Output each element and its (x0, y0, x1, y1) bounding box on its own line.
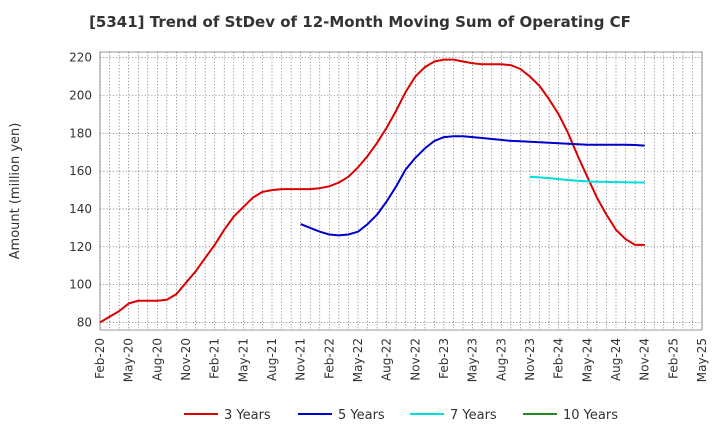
y-tick-label: 80 (77, 315, 92, 329)
x-tick-label: Aug-20 (150, 338, 164, 381)
y-axis-ticks: 80 100 120 140 160 180 200 220 (69, 51, 92, 330)
legend-label: 7 Years (450, 408, 497, 423)
x-tick-label: Feb-25 (666, 338, 680, 379)
x-tick-label: Feb-21 (208, 338, 222, 379)
series-line-3-years (99, 58, 645, 324)
legend: 3 Years 5 Years 7 Years 10 Years (184, 408, 618, 423)
x-tick-label: Nov-20 (179, 338, 193, 381)
x-tick-label: Feb-20 (93, 338, 107, 379)
series-line-7-years (529, 175, 645, 184)
x-tick-label: Aug-21 (265, 338, 279, 381)
x-tick-label: Aug-24 (609, 338, 623, 381)
legend-label: 5 Years (338, 408, 385, 423)
series-line-5-years (300, 135, 645, 237)
x-tick-label: Feb-22 (322, 338, 336, 379)
y-tick-label: 200 (69, 88, 92, 102)
grid-lines (99, 52, 703, 330)
x-tick-label: May-21 (236, 338, 250, 382)
x-tick-label: May-23 (466, 338, 480, 382)
y-tick-label: 100 (69, 278, 92, 292)
x-tick-label: May-22 (351, 338, 365, 382)
y-tick-label: 140 (69, 202, 92, 216)
y-tick-label: 120 (69, 240, 92, 254)
x-tick-label: Feb-24 (552, 338, 566, 379)
y-tick-label: 160 (69, 164, 92, 178)
x-tick-label: May-24 (580, 338, 594, 382)
x-tick-label: Nov-21 (294, 338, 308, 381)
legend-label: 10 Years (563, 408, 618, 423)
chart-title: [5341] Trend of StDev of 12-Month Moving… (89, 13, 631, 31)
legend-label: 3 Years (224, 408, 271, 423)
plot-area (99, 51, 703, 331)
y-tick-label: 180 (69, 126, 92, 140)
x-axis-ticks: Feb-20 May-20 Aug-20 Nov-20 Feb-21 May-21 Aug-… (93, 338, 709, 382)
x-tick-label: Feb-23 (437, 338, 451, 379)
y-tick-label: 220 (69, 51, 92, 65)
x-tick-label: Aug-23 (494, 338, 508, 381)
x-tick-label: May-20 (122, 338, 136, 382)
x-tick-label: Aug-22 (380, 338, 394, 381)
y-axis-label: Amount (million yen) (8, 123, 23, 260)
x-tick-label: Nov-24 (638, 338, 652, 381)
series-layer (99, 58, 645, 324)
x-tick-label: Nov-22 (408, 338, 422, 381)
x-tick-label: May-25 (695, 338, 709, 382)
x-tick-label: Nov-23 (523, 338, 537, 381)
